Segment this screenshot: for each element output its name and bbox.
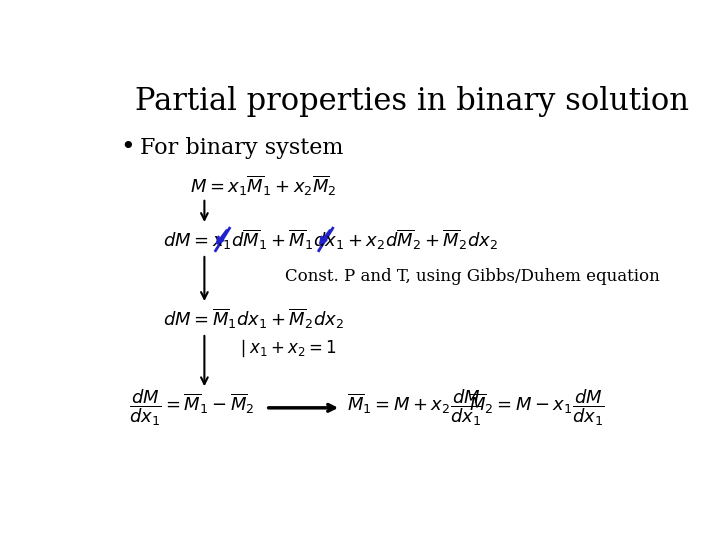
Text: For binary system: For binary system	[140, 137, 343, 159]
Text: $\overline{M}_1 = M + x_2\dfrac{dM}{dx_1}$: $\overline{M}_1 = M + x_2\dfrac{dM}{dx_1…	[347, 388, 482, 428]
Text: $dM = \overline{M}_1 dx_1 + \overline{M}_2 dx_2$: $dM = \overline{M}_1 dx_1 + \overline{M}…	[163, 306, 343, 330]
Text: $\overline{M}_2 = M - x_1\dfrac{dM}{dx_1}$: $\overline{M}_2 = M - x_1\dfrac{dM}{dx_1…	[469, 388, 605, 428]
Text: Partial properties in binary solution: Partial properties in binary solution	[135, 85, 688, 117]
Text: Const. P and T, using Gibbs/Duhem equation: Const. P and T, using Gibbs/Duhem equati…	[285, 268, 660, 285]
Text: •: •	[121, 137, 135, 159]
Text: $M = x_1\overline{M}_1 + x_2\overline{M}_2$: $M = x_1\overline{M}_1 + x_2\overline{M}…	[190, 173, 337, 198]
Text: $x_1 + x_2 = 1$: $x_1 + x_2 = 1$	[249, 339, 337, 359]
Text: $dM = x_1 d\overline{M}_1 + \overline{M}_1 dx_1 + x_2 d\overline{M}_2 + \overlin: $dM = x_1 d\overline{M}_1 + \overline{M}…	[163, 227, 498, 252]
Text: $\dfrac{dM}{dx_1} = \overline{M}_1 - \overline{M}_2$: $\dfrac{dM}{dx_1} = \overline{M}_1 - \ov…	[129, 388, 255, 428]
